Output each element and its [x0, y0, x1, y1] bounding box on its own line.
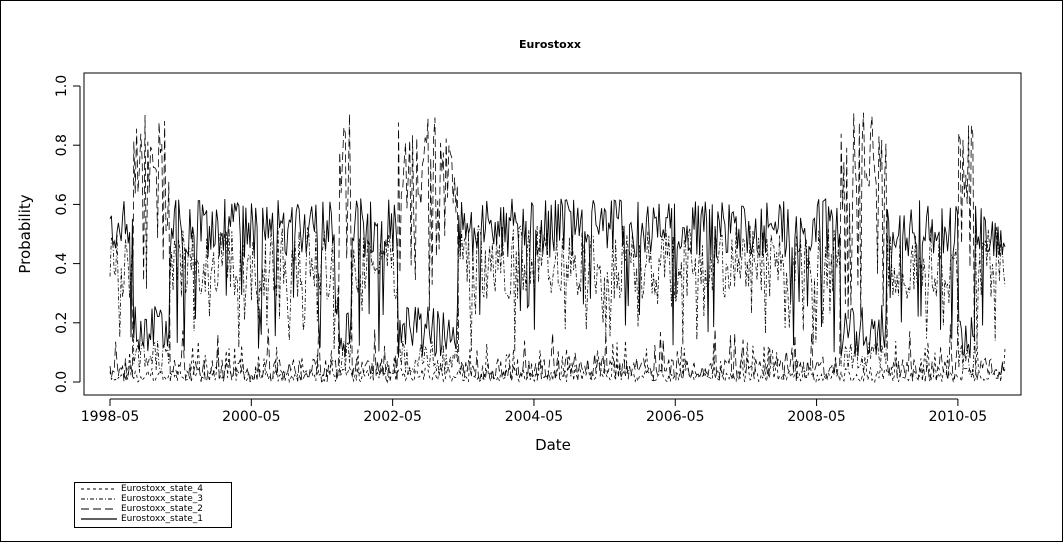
x-tick-label: 2004-05	[505, 409, 564, 425]
legend-label-state-3: Eurostoxx_state_3	[121, 494, 204, 504]
legend-item-state-2: Eurostoxx_state_2	[81, 504, 203, 514]
legend-label-state-2: Eurostoxx_state_2	[121, 504, 204, 514]
x-axis: 1998-05 2000-05 2002-05 2004-05 2006-05 2008-…	[81, 398, 988, 425]
series-group	[109, 112, 1006, 384]
series-line-state-1	[109, 198, 1006, 359]
legend-item-state-1: Eurostoxx_state_1	[81, 514, 203, 524]
plot-area-border	[83, 72, 1022, 396]
y-tick-label: 0.8	[54, 134, 70, 156]
x-tick-label: 2002-05	[363, 409, 422, 425]
legend-label-state-4: Eurostoxx_state_4	[121, 484, 204, 494]
legend-line-state-4	[81, 488, 117, 490]
y-tick-label: 0.2	[54, 312, 70, 334]
x-axis-label: Date	[535, 436, 571, 454]
x-tick-label: 1998-05	[81, 409, 140, 425]
y-tick-label: 0.6	[54, 193, 70, 215]
chart-title: Eurostoxx	[519, 38, 581, 51]
y-tick-label: 1.0	[54, 75, 70, 97]
x-tick-label: 2010-05	[929, 409, 988, 425]
y-axis: 0.0 0.2 0.4 0.6 0.8 1.0	[54, 75, 81, 393]
series-line-state-2	[109, 112, 1006, 384]
legend-line-state-2	[81, 508, 117, 510]
y-axis-label: Probability	[16, 194, 34, 273]
legend-line-state-3	[81, 498, 117, 500]
legend-line-state-1	[81, 518, 117, 520]
x-tick-label: 2000-05	[222, 409, 281, 425]
legend-item-state-4: Eurostoxx_state_4	[81, 484, 203, 494]
y-tick-label: 0.0	[54, 371, 70, 393]
x-tick-label: 2008-05	[787, 409, 846, 425]
legend: Eurostoxx_state_4 Eurostoxx_state_3 Euro…	[74, 482, 232, 528]
x-tick-label: 2006-05	[646, 409, 705, 425]
legend-item-state-3: Eurostoxx_state_3	[81, 494, 203, 504]
legend-label-state-1: Eurostoxx_state_1	[121, 514, 204, 524]
series-line-state-3	[109, 225, 1006, 377]
y-tick-label: 0.4	[54, 252, 70, 274]
